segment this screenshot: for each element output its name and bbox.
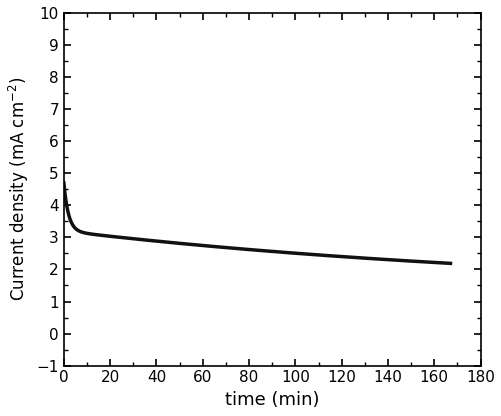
X-axis label: time (min): time (min) [224,391,319,409]
Y-axis label: Current density (mA cm$^{-2}$): Current density (mA cm$^{-2}$) [7,77,31,302]
